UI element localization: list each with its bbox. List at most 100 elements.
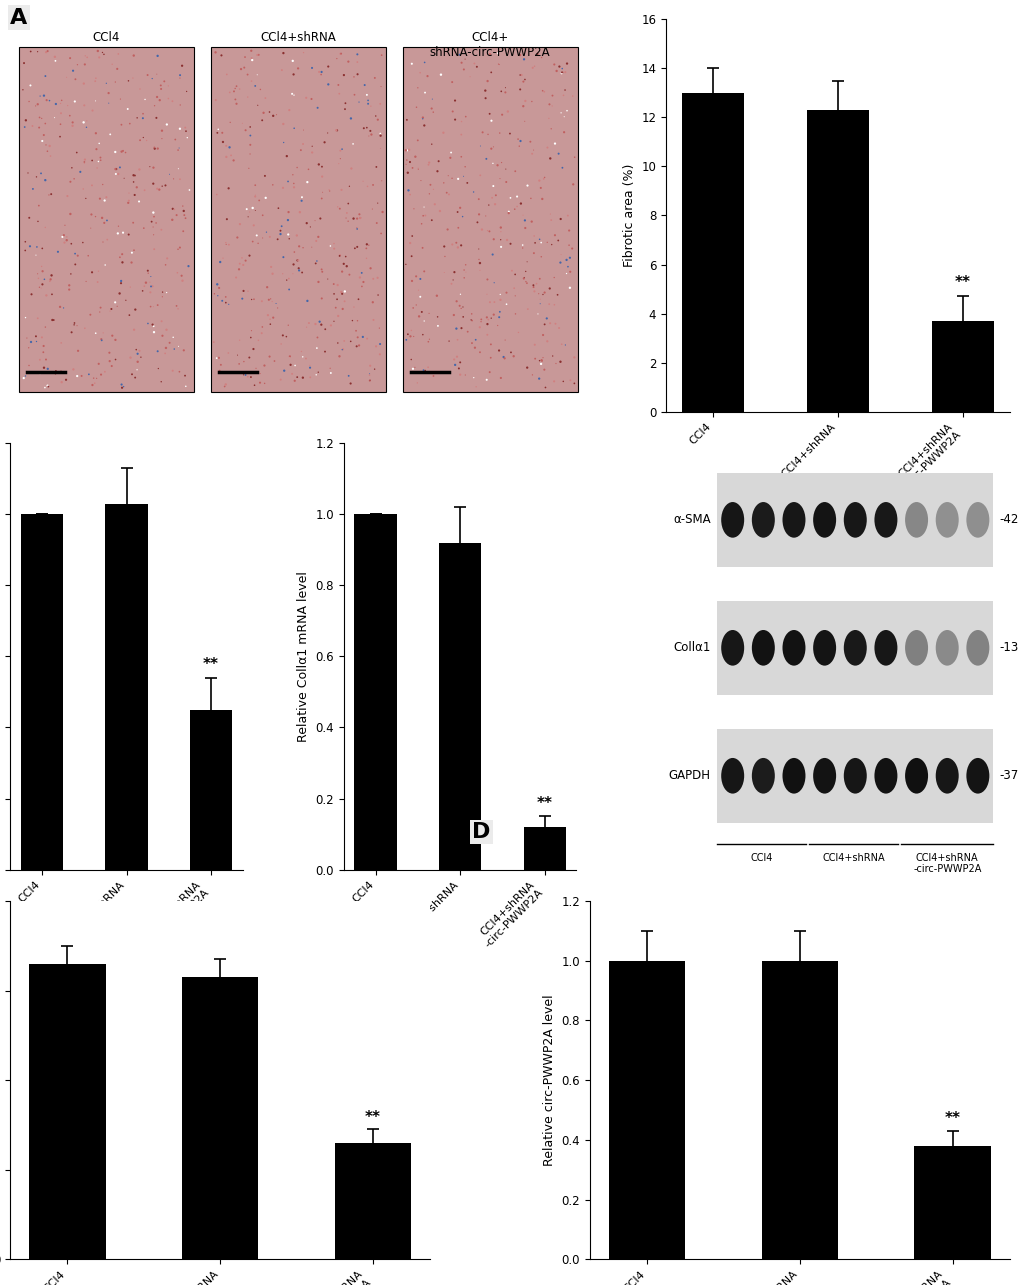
Point (69, 245, 86, 266)
Point (449, 168, 466, 189)
Point (116, 168, 132, 189)
Ellipse shape (934, 502, 958, 537)
Point (281, 347, 298, 368)
Point (280, 279, 297, 299)
Point (309, 338, 325, 359)
Point (288, 157, 305, 177)
Point (397, 329, 414, 350)
Point (31, 117, 47, 137)
Point (164, 198, 180, 218)
Point (525, 276, 541, 297)
Point (58, 67, 74, 87)
Point (414, 108, 430, 128)
Point (523, 211, 539, 231)
Point (505, 278, 522, 298)
Point (247, 175, 263, 195)
Point (343, 310, 360, 330)
Point (363, 96, 379, 117)
Point (86, 368, 102, 388)
Point (361, 365, 377, 385)
Point (120, 225, 137, 245)
Point (281, 346, 298, 366)
Point (320, 75, 336, 95)
Point (554, 85, 571, 105)
Point (250, 233, 266, 253)
Point (32, 278, 48, 298)
Point (278, 145, 294, 166)
Point (117, 290, 133, 311)
Point (157, 254, 173, 275)
Point (329, 197, 345, 217)
Point (284, 164, 301, 185)
Point (262, 308, 278, 329)
Ellipse shape (751, 502, 774, 537)
Point (37, 269, 53, 289)
Point (321, 180, 337, 200)
Point (485, 229, 501, 249)
Point (496, 82, 513, 103)
Point (245, 339, 261, 360)
Point (416, 197, 432, 217)
Point (293, 190, 310, 211)
Point (443, 234, 460, 254)
Point (329, 333, 345, 353)
Point (101, 93, 117, 113)
Point (446, 41, 463, 62)
Point (284, 50, 301, 71)
Text: **: ** (203, 658, 219, 672)
Point (166, 199, 182, 220)
Point (372, 126, 388, 146)
Point (401, 152, 418, 172)
Point (42, 136, 58, 157)
Point (403, 320, 419, 341)
Point (38, 135, 54, 155)
Point (523, 91, 539, 112)
Point (482, 334, 498, 355)
Point (247, 200, 263, 221)
Point (147, 95, 163, 116)
Point (289, 251, 306, 271)
Point (237, 251, 254, 271)
Point (552, 208, 569, 229)
Point (333, 180, 350, 200)
Point (443, 72, 460, 93)
Point (239, 87, 256, 108)
Point (425, 366, 441, 387)
Point (361, 364, 377, 384)
Point (34, 108, 50, 128)
Point (534, 284, 550, 305)
Point (166, 339, 182, 360)
Point (255, 103, 271, 123)
Point (252, 364, 268, 384)
Point (405, 359, 421, 379)
Point (104, 54, 120, 75)
Point (423, 209, 439, 230)
Point (95, 231, 111, 252)
Point (454, 207, 471, 227)
Point (311, 311, 327, 332)
Text: -139: -139 (999, 641, 1019, 654)
Point (454, 307, 471, 328)
Point (144, 68, 160, 89)
Point (336, 99, 353, 120)
Point (373, 171, 389, 191)
Point (412, 287, 428, 307)
Point (135, 103, 151, 123)
Point (150, 359, 166, 379)
Point (303, 89, 319, 109)
Point (63, 234, 79, 254)
Point (160, 89, 176, 109)
Point (58, 370, 74, 391)
Point (247, 375, 263, 396)
Point (102, 301, 118, 321)
Point (76, 152, 93, 172)
Point (84, 204, 100, 225)
Point (299, 213, 315, 234)
Point (457, 157, 473, 177)
Point (234, 288, 251, 308)
Point (65, 60, 82, 81)
Ellipse shape (904, 630, 927, 666)
Point (492, 217, 508, 238)
Point (559, 206, 576, 226)
Point (420, 154, 436, 175)
